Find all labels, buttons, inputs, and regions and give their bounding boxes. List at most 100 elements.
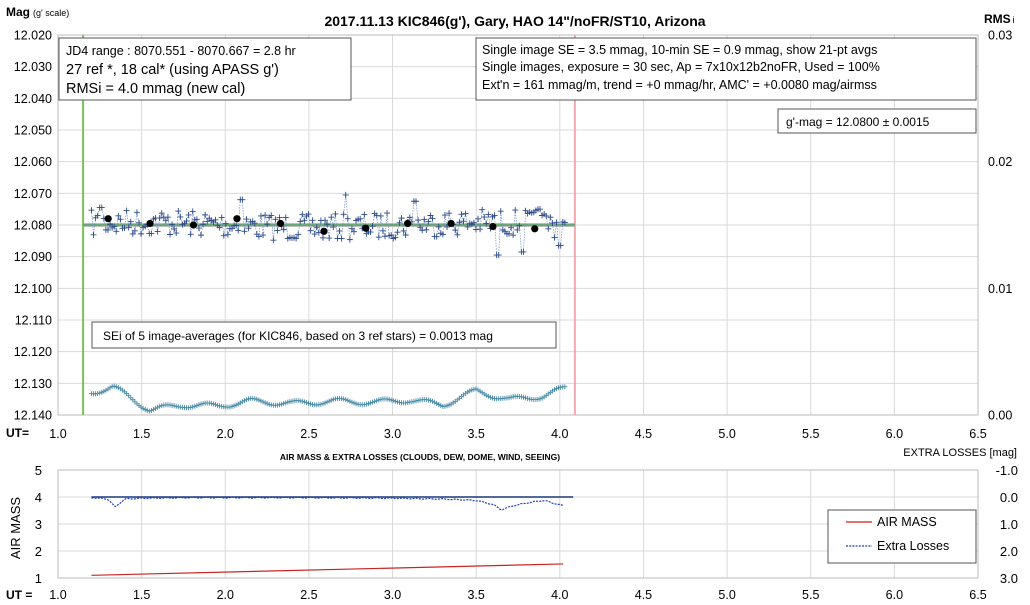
x-tick-label: 1.0 <box>49 427 66 441</box>
y-tick-label: 12.140 <box>14 409 52 423</box>
single-image-point <box>549 220 556 227</box>
single-image-point <box>435 223 442 230</box>
single-image-point <box>193 216 200 223</box>
single-image-point <box>367 229 374 236</box>
single-image-point <box>187 231 194 238</box>
average-point <box>104 215 112 223</box>
info-box-left <box>58 37 352 101</box>
single-image-point <box>537 206 544 213</box>
single-image-point <box>413 198 419 205</box>
single-image-point <box>543 212 550 219</box>
single-image-point <box>198 232 205 239</box>
extra-losses-line <box>91 496 564 511</box>
single-image-point <box>456 219 463 226</box>
airmass-chart: AIR MASS & EXTRA LOSSES (CLOUDS, DEW, DO… <box>6 447 1018 602</box>
single-image-point <box>439 231 446 238</box>
single-image-point <box>135 219 142 226</box>
single-image-point <box>357 215 364 222</box>
y-tick-label: 3 <box>35 517 42 532</box>
average-point <box>362 224 370 232</box>
y2-tick-label: -1.0 <box>996 463 1018 478</box>
average-point <box>276 219 285 228</box>
single-image-point <box>348 225 355 232</box>
single-image-point <box>280 226 287 233</box>
single-image-point <box>171 225 178 232</box>
single-image-point <box>384 210 391 217</box>
rms-point <box>562 384 568 390</box>
single-image-point <box>516 222 523 229</box>
single-image-point <box>212 216 219 223</box>
single-image-point <box>470 219 477 226</box>
x-tick-label: 6.5 <box>969 427 986 441</box>
single-image-point <box>330 224 337 231</box>
single-image-point <box>477 226 484 233</box>
single-image-point <box>547 214 554 221</box>
single-image-point <box>406 214 413 221</box>
airmass-chart-title: AIR MASS & EXTRA LOSSES (CLOUDS, DEW, DO… <box>280 452 560 462</box>
single-image-point <box>185 211 192 218</box>
y-axis-label: Mag (g' scale) <box>6 5 69 19</box>
single-image-point <box>297 218 304 225</box>
rms-series <box>88 383 568 414</box>
y2-tick-label: 0.01 <box>988 282 1012 296</box>
single-image-point <box>111 223 118 230</box>
single-image-point <box>257 212 264 219</box>
single-image-point <box>415 217 422 224</box>
single-image-point <box>381 233 388 240</box>
x-tick-label: 5.0 <box>718 427 735 441</box>
single-image-point <box>131 227 138 234</box>
single-image-point <box>138 230 145 237</box>
single-image-point <box>272 216 279 223</box>
x-tick-label: 2.0 <box>217 588 234 602</box>
single-image-point <box>394 229 401 236</box>
single-image-point <box>338 235 345 242</box>
single-image-point <box>462 210 469 217</box>
y-tick-label: 2 <box>35 544 42 559</box>
single-image-point <box>510 232 517 239</box>
single-image-point <box>557 242 564 249</box>
single-image-point <box>268 212 275 219</box>
y-tick-label: 12.090 <box>14 250 52 264</box>
main-x-ticks: 1.0 1.5 2.0 2.5 3.0 3.5 4.0 4.5 5.0 5.5 6.0 6.5 <box>49 427 986 441</box>
single-image-point <box>262 212 269 219</box>
single-image-point <box>154 228 161 235</box>
single-image-point <box>164 214 171 221</box>
y2-axis-label: RMS i <box>984 12 1015 26</box>
single-image-point <box>123 207 130 214</box>
main-y2-ticks: 0.03 0.02 0.01 0.00 <box>988 29 1012 423</box>
single-image-point <box>400 227 407 234</box>
single-image-point <box>245 225 252 232</box>
y-tick-label: 12.030 <box>14 60 52 74</box>
x-tick-label: 1.0 <box>49 588 66 602</box>
average-point <box>404 219 412 228</box>
x-tick-label: 3.0 <box>384 427 401 441</box>
x-tick-label: 2.5 <box>300 588 317 602</box>
single-image-point <box>553 219 560 226</box>
airmass-line <box>91 563 564 576</box>
y-tick-label: 12.100 <box>14 282 52 296</box>
single-image-point <box>169 221 176 228</box>
y2-tick-label: 0.02 <box>988 155 1012 169</box>
single-image-point <box>322 217 329 224</box>
single-image-point <box>129 230 136 237</box>
single-image-point <box>274 227 281 234</box>
x-tick-label: 3.5 <box>467 588 484 602</box>
y-tick-label: 5 <box>35 463 42 478</box>
single-image-point <box>173 230 180 237</box>
x-tick-label: 6.5 <box>969 588 986 602</box>
single-image-point <box>464 223 471 230</box>
single-image-point <box>311 231 318 238</box>
single-image-point <box>561 219 568 226</box>
mag-box-text: g'-mag = 12.0800 ± 0.0015 <box>786 115 930 129</box>
single-image-point <box>222 220 229 227</box>
single-image-point <box>133 209 140 216</box>
single-image-point <box>282 214 289 221</box>
single-image-point <box>229 225 236 232</box>
x-tick-label: 5.0 <box>718 588 735 602</box>
info-left-line-1: JD4 range : 8070.551 - 8070.667 = 2.8 hr <box>66 44 296 58</box>
single-image-point <box>204 218 211 225</box>
y2-tick-label: 3.0 <box>1000 571 1018 586</box>
single-image-point <box>309 217 316 224</box>
single-image-point <box>460 218 467 225</box>
